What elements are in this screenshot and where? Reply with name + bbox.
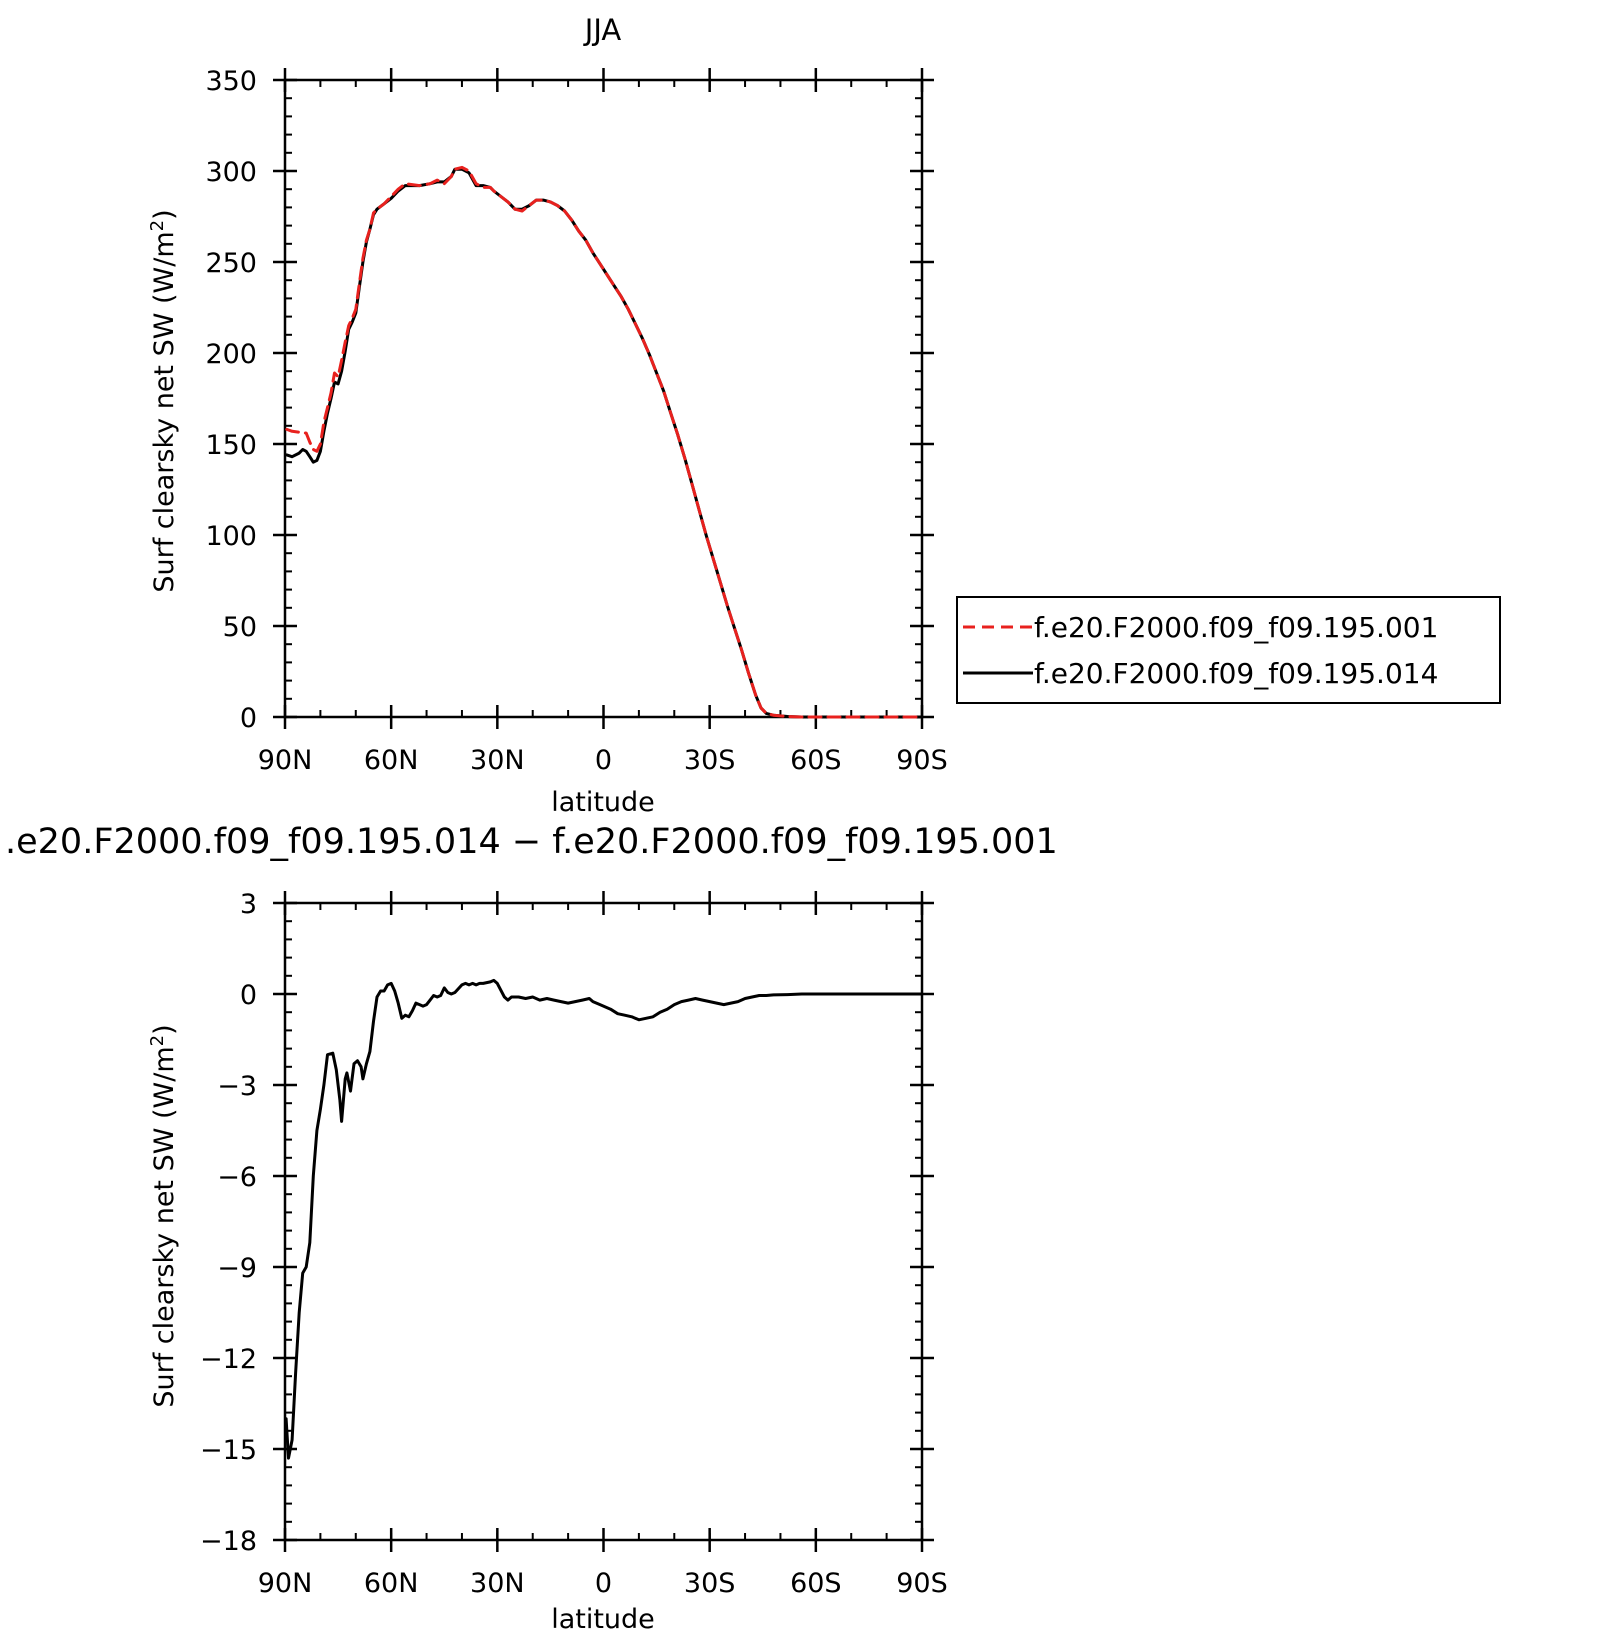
chart-bottom: .e20.F2000.f09_f09.195.014 − f.e20.F2000…	[5, 822, 1058, 1635]
chart-top-y-axis-label-superscript: 2	[147, 220, 168, 231]
chart-top-x-tick-label: 60S	[790, 745, 842, 776]
chart-bottom-y-axis-label-main: Surf clearsky net SW (W/m	[149, 1046, 180, 1407]
chart-top-x-tick-label: 30S	[684, 745, 736, 776]
chart-bottom-x-tick-label: 0	[595, 1568, 612, 1599]
chart-bottom-y-tick-label: −18	[200, 1526, 257, 1557]
chart-top-x-tick-label: 0	[595, 745, 612, 776]
chart-top-title: JJA	[583, 13, 622, 47]
chart-top-y-axis-label: Surf clearsky net SW (W/m2)	[147, 209, 180, 592]
chart-bottom-y-tick-label: −3	[217, 1071, 257, 1102]
chart-bottom-x-tick-label: 90N	[258, 1568, 313, 1599]
chart-top-x-tick-label: 30N	[470, 745, 525, 776]
chart-top-legend: f.e20.F2000.f09_f09.195.001 f.e20.F2000.…	[956, 596, 1501, 704]
chart-bottom-x-tick-label: 60S	[790, 1568, 842, 1599]
chart-top-plot-area: 90N 60N 30N 0 30S 60S 90S 0 50 100 150 200 250 300 350	[205, 66, 947, 776]
chart-bottom-y-axis-label: Surf clearsky net SW (W/m2)	[147, 1024, 180, 1407]
chart-bottom-title: .e20.F2000.f09_f09.195.014 − f.e20.F2000…	[5, 822, 1058, 862]
chart-top-x-axis-label: latitude	[551, 787, 655, 818]
chart-bottom-frame	[283, 901, 924, 1542]
chart-bottom-y-tick-label: −9	[217, 1253, 257, 1284]
chart-top-frame	[283, 78, 924, 719]
chart-bottom-y-tick-label: −6	[217, 1162, 257, 1193]
chart-top-y-tick-label: 150	[205, 430, 257, 461]
chart-bottom-x-tick-label: 30S	[684, 1568, 736, 1599]
chart-bottom-x-tick-label: 90S	[896, 1568, 948, 1599]
chart-top-x-tick-label: 60N	[364, 745, 419, 776]
chart-top-series-line-0	[285, 165, 924, 719]
chart-bottom-plot-area: 90N 60N 30N 0 30S 60S 90S 3 0 −3 −6 −9 −12 −15 −18	[200, 889, 948, 1599]
chart-top-y-axis-label-main: Surf clearsky net SW (W/m	[149, 231, 180, 592]
chart-bottom-x-tick-label: 30N	[470, 1568, 525, 1599]
legend-box	[956, 596, 1501, 704]
chart-top-y-tick-label: 300	[205, 157, 257, 188]
chart-bottom-y-tick-label: 0	[240, 980, 257, 1011]
chart-bottom-y-axis-label-superscript: 2	[147, 1035, 168, 1046]
chart-bottom-y-tick-label: −15	[200, 1435, 257, 1466]
chart-top-y-tick-label: 250	[205, 248, 257, 279]
legend-label-series-001: f.e20.F2000.f09_f09.195.001	[1034, 611, 1438, 644]
chart-bottom-x-tick-label: 60N	[364, 1568, 419, 1599]
chart-bottom-series-line-0	[284, 978, 924, 1460]
chart-top-y-tick-label: 100	[205, 521, 257, 552]
chart-bottom-y-axis-label-tail: )	[149, 1024, 180, 1035]
chart-top: JJA 90N 60N 30N 0 30S 60S 90S 0 50 100 150 200 250 30…	[147, 13, 948, 818]
legend-label-series-014: f.e20.F2000.f09_f09.195.014	[1034, 657, 1438, 690]
chart-top-y-tick-label: 50	[223, 612, 257, 643]
chart-top-series-line-1	[285, 167, 924, 719]
chart-top-x-tick-label: 90N	[258, 745, 313, 776]
chart-bottom-x-axis-label: latitude	[551, 1604, 655, 1635]
chart-bottom-y-tick-label: −12	[200, 1344, 257, 1375]
chart-top-y-tick-label: 350	[205, 66, 257, 97]
chart-top-x-tick-label: 90S	[896, 745, 948, 776]
chart-top-y-tick-label: 0	[240, 703, 257, 734]
chart-top-y-tick-label: 200	[205, 339, 257, 370]
chart-bottom-y-tick-label: 3	[240, 889, 257, 920]
chart-top-y-axis-label-tail: )	[149, 209, 180, 220]
